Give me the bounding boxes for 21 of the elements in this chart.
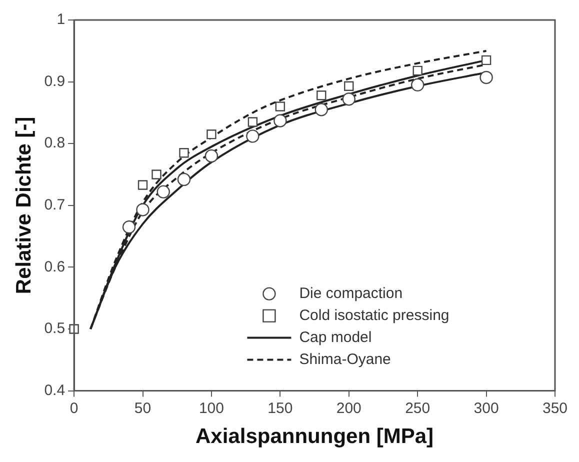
y-tick-label: 0.8	[44, 134, 66, 152]
legend-label: Cap model	[299, 328, 372, 346]
y-tick-label: 0.7	[44, 196, 66, 214]
legend-label: Cold isostatic pressing	[299, 306, 450, 324]
x-tick-label: 150	[268, 400, 293, 417]
y-tick-label: 0.9	[44, 72, 66, 90]
y-tick-label: 1	[56, 11, 66, 28]
x-tick-label: 250	[405, 400, 430, 417]
x-tick-label: 50	[134, 400, 152, 417]
legend-label: Die compaction	[299, 284, 403, 302]
y-tick-label: 0.5	[44, 320, 66, 338]
x-tick-label: 350	[542, 400, 568, 417]
y-tick-label: 0.4	[44, 382, 66, 399]
x-axis-title: Axialspannungen [MPa]	[196, 425, 434, 448]
y-axis-title: Relative Dichte [-]	[12, 116, 36, 294]
x-tick-label: 100	[198, 400, 224, 417]
x-tick-label: 300	[474, 400, 499, 417]
x-tick-label: 200	[336, 400, 362, 417]
legend-label: Shima-Oyane	[299, 350, 391, 368]
x-tick-label: 0	[70, 400, 78, 417]
y-tick-label: 0.6	[44, 258, 66, 276]
